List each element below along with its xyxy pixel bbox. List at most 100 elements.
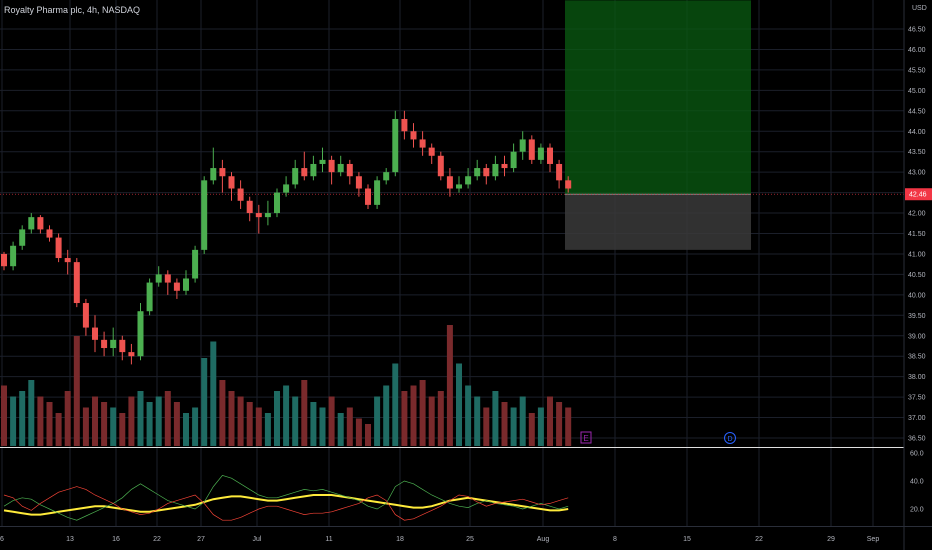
- volume-bar: [246, 402, 253, 446]
- candle[interactable]: [82, 303, 89, 328]
- candle[interactable]: [119, 339, 126, 353]
- candle[interactable]: [483, 168, 490, 177]
- date-tick-label: 22: [153, 536, 161, 543]
- candle[interactable]: [146, 282, 153, 312]
- volume-bar: [255, 407, 262, 446]
- candle[interactable]: [228, 176, 235, 189]
- candle[interactable]: [346, 163, 353, 177]
- candle[interactable]: [210, 168, 217, 181]
- candle[interactable]: [355, 176, 362, 189]
- candle[interactable]: [437, 155, 444, 177]
- candle[interactable]: [365, 188, 371, 205]
- candle[interactable]: [274, 192, 280, 214]
- candle[interactable]: [219, 168, 226, 177]
- candle[interactable]: [428, 147, 435, 156]
- volume-bar: [183, 413, 189, 446]
- candle[interactable]: [337, 163, 344, 173]
- volume-bar: [310, 402, 317, 446]
- volume-bar: [346, 407, 353, 446]
- candle[interactable]: [192, 249, 199, 279]
- candle[interactable]: [137, 311, 144, 357]
- candle[interactable]: [155, 274, 162, 283]
- candle[interactable]: [401, 118, 408, 132]
- candle[interactable]: [73, 262, 80, 304]
- dividend-marker[interactable]: [724, 432, 736, 444]
- candle[interactable]: [510, 151, 517, 169]
- volume-bar: [110, 407, 117, 446]
- candle[interactable]: [410, 131, 417, 140]
- indicator-tick-label: 60.0: [910, 451, 924, 458]
- price-tick-label: 43.50: [908, 149, 926, 156]
- candle[interactable]: [283, 184, 290, 193]
- candle[interactable]: [465, 176, 472, 185]
- price-tick-label: 40.00: [908, 292, 926, 299]
- indicator-tick-label: 20.0: [910, 507, 924, 514]
- candle[interactable]: [292, 168, 299, 185]
- volume-bar: [319, 407, 326, 446]
- volume-bar: [474, 396, 481, 446]
- date-tick-label: 6: [0, 536, 4, 543]
- candle[interactable]: [301, 168, 308, 177]
- earnings-marker[interactable]: [580, 431, 592, 444]
- candle[interactable]: [383, 172, 390, 181]
- candle[interactable]: [374, 180, 381, 205]
- candle[interactable]: [565, 180, 572, 189]
- candle[interactable]: [64, 258, 71, 263]
- volume-bar: [355, 418, 362, 446]
- price-tick-label: 36.50: [908, 436, 926, 443]
- candle[interactable]: [474, 168, 481, 177]
- candle[interactable]: [37, 217, 44, 230]
- candle[interactable]: [173, 282, 180, 291]
- last-price-badge: [905, 188, 932, 201]
- candle[interactable]: [1, 253, 7, 267]
- candle[interactable]: [319, 159, 326, 164]
- candle[interactable]: [46, 229, 53, 238]
- candle[interactable]: [183, 278, 189, 291]
- date-tick-label: 13: [66, 536, 74, 543]
- volume-bar: [64, 391, 71, 446]
- candle[interactable]: [492, 163, 499, 177]
- volume-bar: [146, 402, 153, 446]
- volume-bar: [292, 396, 299, 446]
- target-zone[interactable]: [565, 0, 751, 195]
- volume-bar: [128, 396, 135, 446]
- candle[interactable]: [246, 200, 253, 214]
- candle[interactable]: [328, 159, 335, 173]
- candle[interactable]: [28, 217, 35, 230]
- candle[interactable]: [164, 274, 171, 283]
- volume-bar: [456, 363, 462, 446]
- candle[interactable]: [110, 339, 117, 349]
- volume-bar: [365, 424, 371, 446]
- date-tick-label: 22: [755, 536, 763, 543]
- candle[interactable]: [501, 163, 508, 169]
- candle[interactable]: [556, 163, 563, 181]
- volume-bar: [383, 385, 390, 446]
- candle[interactable]: [528, 139, 535, 160]
- candle[interactable]: [392, 118, 399, 173]
- candle[interactable]: [19, 229, 26, 246]
- candle[interactable]: [92, 327, 98, 340]
- volume-bar: [137, 391, 144, 446]
- volume-bar: [501, 402, 508, 446]
- candle[interactable]: [10, 245, 17, 267]
- candle[interactable]: [55, 237, 62, 259]
- candle[interactable]: [201, 180, 208, 250]
- candle[interactable]: [547, 147, 553, 164]
- candle[interactable]: [310, 163, 317, 177]
- volume-bar: [528, 413, 535, 446]
- candle[interactable]: [419, 139, 426, 148]
- candle[interactable]: [537, 147, 544, 160]
- candle[interactable]: [101, 339, 108, 349]
- candle[interactable]: [128, 352, 135, 357]
- candle[interactable]: [446, 176, 453, 189]
- candle[interactable]: [264, 213, 271, 218]
- candle[interactable]: [237, 188, 244, 201]
- date-tick-label: Aug: [537, 536, 550, 543]
- volume-bar: [565, 407, 572, 446]
- candle[interactable]: [456, 184, 462, 189]
- candle[interactable]: [519, 139, 526, 152]
- candle[interactable]: [255, 213, 262, 218]
- volume-bar: [410, 385, 417, 446]
- stop-zone[interactable]: [565, 194, 751, 250]
